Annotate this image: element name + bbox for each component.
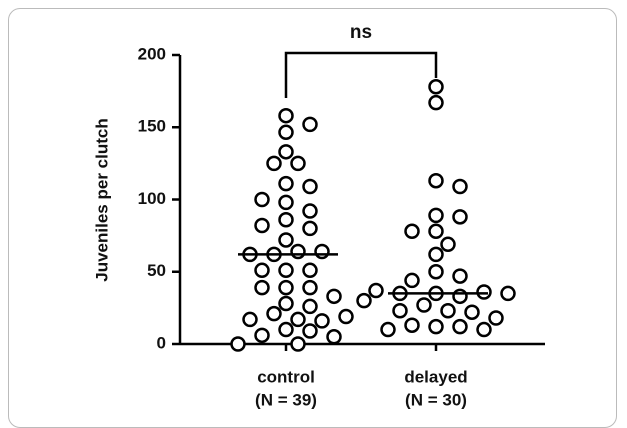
data-point xyxy=(404,272,420,289)
data-point xyxy=(428,79,444,95)
data-point xyxy=(314,313,330,329)
data-point xyxy=(476,321,492,338)
data-point xyxy=(356,292,372,309)
data-point xyxy=(278,194,294,211)
data-point xyxy=(254,327,270,344)
data-point xyxy=(278,279,294,296)
data-point xyxy=(464,304,480,320)
data-point xyxy=(278,144,294,160)
data-point xyxy=(242,311,258,328)
data-point xyxy=(302,116,318,133)
data-point xyxy=(368,282,384,299)
data-point xyxy=(452,288,468,305)
data-point xyxy=(314,243,330,260)
x-tick-sublabel: (N = 30) xyxy=(405,390,467,409)
significance-bracket xyxy=(284,51,438,98)
data-point xyxy=(302,220,318,237)
data-point xyxy=(290,155,306,172)
y-tick-label: 50 xyxy=(147,261,166,280)
data-point xyxy=(428,94,444,111)
data-point xyxy=(266,155,282,172)
data-point xyxy=(440,303,456,319)
data-point xyxy=(278,107,294,124)
x-tick-label: control xyxy=(257,367,315,386)
data-point xyxy=(278,211,294,228)
data-point xyxy=(500,285,516,302)
y-tick-label: 0 xyxy=(157,333,166,352)
data-point xyxy=(428,264,444,280)
data-point xyxy=(380,321,396,338)
data-point xyxy=(278,321,294,338)
data-point xyxy=(326,329,342,345)
data-point xyxy=(428,172,444,189)
data-point xyxy=(290,243,306,260)
data-point xyxy=(338,308,354,325)
y-tick-label: 200 xyxy=(138,44,166,63)
y-axis-label: Juveniles per clutch xyxy=(92,118,111,281)
y-tick-label: 100 xyxy=(138,189,166,208)
data-point xyxy=(428,318,444,335)
significance-label: ns xyxy=(350,22,372,43)
data-point xyxy=(266,305,282,322)
data-point xyxy=(302,178,318,195)
data-point xyxy=(302,279,318,296)
data-point xyxy=(452,318,468,335)
data-point xyxy=(230,336,246,352)
data-point xyxy=(404,223,420,240)
data-point xyxy=(254,279,270,296)
data-point xyxy=(440,236,456,253)
data-point xyxy=(416,297,432,313)
data-point xyxy=(302,323,318,339)
data-point xyxy=(302,203,318,219)
data-point xyxy=(254,262,270,279)
y-tick-label: 150 xyxy=(138,117,166,136)
x-tick-label: delayed xyxy=(404,367,467,386)
data-point xyxy=(278,175,294,192)
data-point xyxy=(290,336,306,352)
data-point xyxy=(392,303,408,319)
data-point xyxy=(254,191,270,208)
data-point xyxy=(278,124,294,141)
data-point xyxy=(428,246,444,263)
chart: Juveniles per clutch ns 0 50 100 150 200 cont… xyxy=(92,22,545,409)
data-point xyxy=(278,232,294,248)
data-point xyxy=(452,178,468,195)
data-point xyxy=(302,262,318,279)
data-point xyxy=(278,262,294,279)
data-point xyxy=(452,268,468,284)
x-tick-sublabel: (N = 39) xyxy=(255,390,317,409)
data-point xyxy=(488,310,504,326)
data-point xyxy=(404,317,420,333)
data-point xyxy=(290,311,306,328)
data-point xyxy=(428,207,444,224)
data-point xyxy=(476,284,492,300)
data-point xyxy=(326,288,342,305)
data-point xyxy=(254,217,270,234)
data-point xyxy=(428,223,444,240)
data-point xyxy=(302,298,318,315)
data-point xyxy=(278,295,294,312)
data-point xyxy=(452,209,468,225)
